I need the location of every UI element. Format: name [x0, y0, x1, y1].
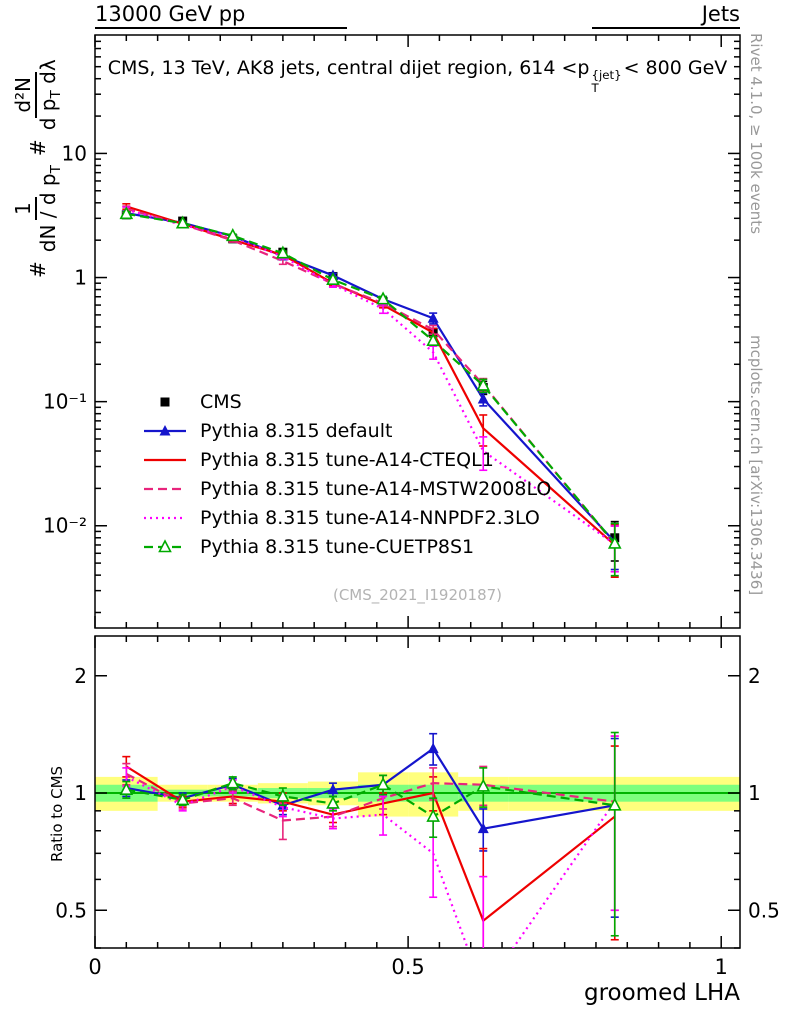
legend-label: Pythia 8.315 tune-A14-MSTW2008LO [200, 477, 552, 500]
plot-title-text: CMS, 13 TeV, AK8 jets, central dijet reg… [107, 57, 590, 79]
process-label: Jets [592, 2, 740, 29]
svg-text:2: 2 [74, 664, 87, 688]
svg-text:1: 1 [748, 781, 761, 805]
legend-marker-icon [144, 487, 186, 490]
analysis-watermark: (CMS_2021_I1920187) [332, 586, 503, 604]
legend-item: CMS [142, 387, 551, 416]
svg-text:1: 1 [715, 955, 728, 979]
svg-text:10: 10 [62, 141, 87, 165]
svg-text:1: 1 [74, 266, 87, 290]
x-axis-label: groomed LHA [583, 980, 740, 1006]
svg-text:0: 0 [88, 955, 101, 979]
mcplots-credit-note: mcplots.cern.ch [arXiv:1306.3436] [747, 335, 765, 596]
svg-text:2: 2 [748, 664, 761, 688]
legend-marker-icon [160, 397, 170, 406]
svg-text:0.5: 0.5 [55, 898, 87, 922]
legend-item: Pythia 8.315 default [142, 416, 551, 445]
hash-symbol: # [26, 139, 51, 157]
pt-jet-sup: {jet} [591, 68, 622, 83]
legend-label: CMS [200, 390, 242, 413]
ratio-axis-label: Ratio to CMS [48, 765, 66, 862]
pt-jet-supsub: {jet} T [592, 69, 622, 94]
svg-text:0.5: 0.5 [748, 898, 780, 922]
hash-symbol: # [26, 261, 51, 278]
svg-text:1: 1 [74, 781, 87, 805]
y-axis-fraction-1: 1 dN / d pT [11, 165, 64, 253]
plot-title-tail: < 800 GeV [623, 57, 728, 79]
legend-marker-icon [144, 458, 186, 461]
legend-label: Pythia 8.315 default [200, 419, 393, 442]
svg-text:0.5: 0.5 [391, 955, 424, 979]
beam-energy-label: 13000 GeV pp [95, 2, 347, 29]
legend-item: Pythia 8.315 tune-A14-NNPDF2.3LO [142, 503, 551, 532]
legend-item: Pythia 8.315 tune-A14-MSTW2008LO [142, 474, 551, 503]
legend-label: Pythia 8.315 tune-A14-CTEQL1 [200, 448, 494, 471]
legend-marker-icon [144, 538, 186, 552]
y-axis-fraction-2: d²N d pT dλ [11, 59, 64, 131]
legend-label: Pythia 8.315 tune-CUETP8S1 [200, 535, 475, 558]
legend-marker-icon [144, 424, 186, 435]
legend-item: Pythia 8.315 tune-A14-CTEQL1 [142, 445, 551, 474]
legend-label: Pythia 8.315 tune-A14-NNPDF2.3LO [200, 506, 540, 529]
plot-title: CMS, 13 TeV, AK8 jets, central dijet reg… [95, 57, 740, 94]
svg-text:10⁻¹: 10⁻¹ [43, 390, 87, 414]
legend-item: Pythia 8.315 tune-CUETP8S1 [142, 532, 551, 561]
legend-marker-icon [144, 516, 186, 519]
legend: CMS Pythia 8.315 default Pythia 8.315 tune… [142, 387, 551, 561]
pt-jet-sub: T [591, 80, 599, 95]
y-axis-label: # 1 dN / d pT # d²N d pT dλ [11, 56, 65, 278]
svg-text:10⁻²: 10⁻² [43, 514, 87, 538]
rivet-version-note: Rivet 4.1.0, ≥ 100k events [747, 33, 765, 235]
